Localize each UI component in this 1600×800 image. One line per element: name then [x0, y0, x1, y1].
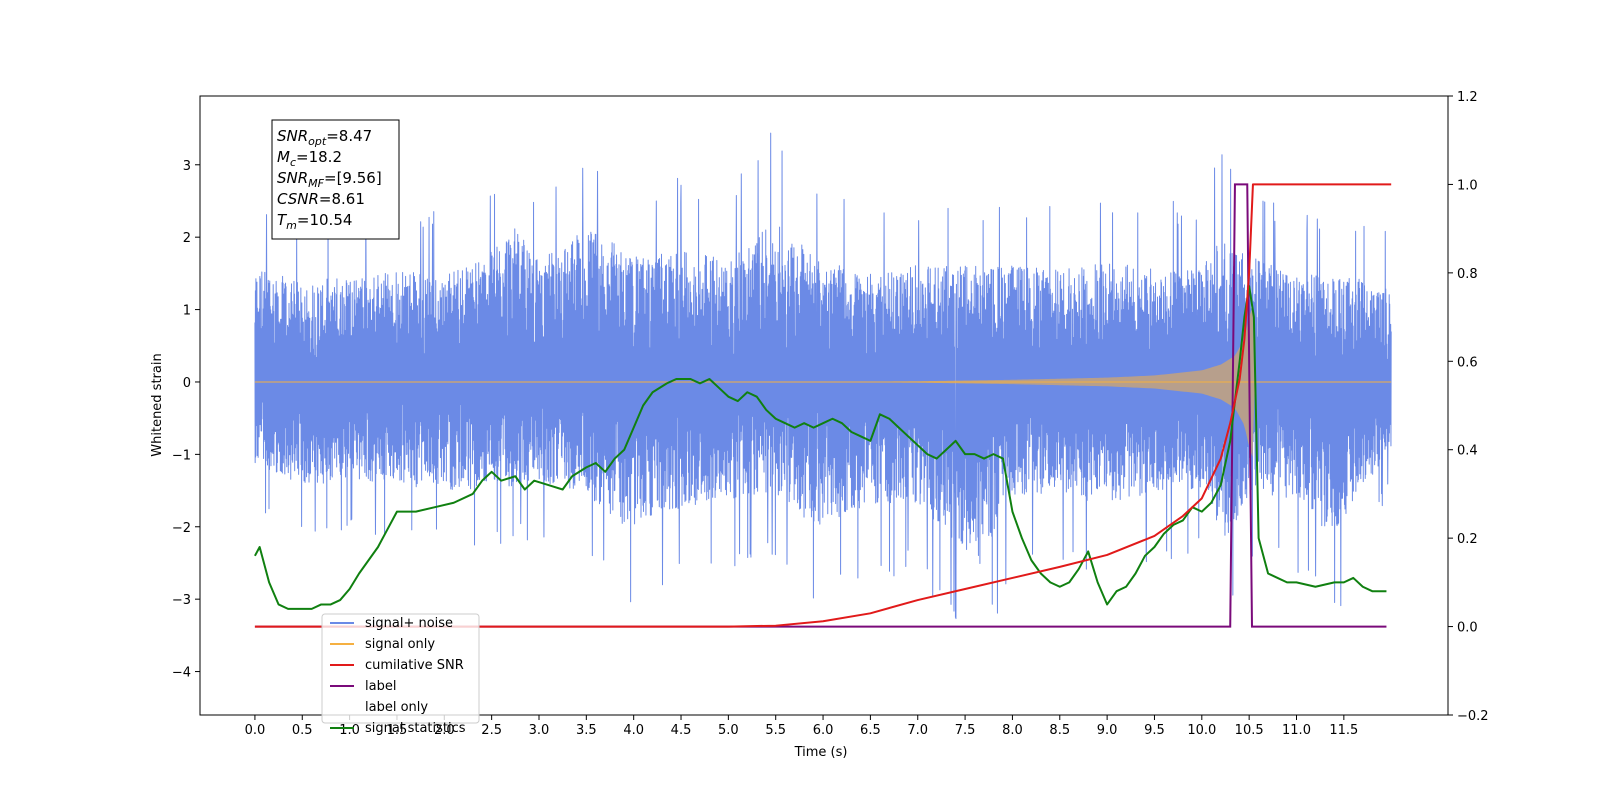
x-tick-label: 5.0	[718, 723, 739, 738]
x-tick-label: 0.0	[245, 723, 266, 738]
right-y-tick-label: 0.6	[1457, 355, 1478, 370]
x-tick-label: 7.0	[907, 723, 928, 738]
series-signal-statistics	[254, 285, 1387, 610]
annotation-line: SNRMF=[9.56]	[277, 169, 382, 190]
legend-label: cumilative SNR	[365, 658, 464, 673]
x-tick-label: 2.0	[434, 723, 455, 738]
annotation-value: =18.2	[296, 148, 342, 166]
right-y-tick-label: 0.0	[1457, 621, 1478, 636]
x-tick-label: 6.0	[813, 723, 834, 738]
legend-label: label	[365, 679, 396, 694]
annotation-subscript: c	[290, 156, 296, 169]
x-tick-label: 8.5	[1049, 723, 1070, 738]
left-y-tick-label: 3	[183, 159, 191, 174]
left-y-tick-label: −4	[172, 666, 191, 681]
right-y-tick-label: −0.2	[1457, 709, 1489, 724]
legend-label: signal only	[365, 637, 435, 652]
annotation-frame	[271, 119, 400, 240]
annotation-symbol: SNR	[277, 127, 308, 145]
stats-annotation-box: SNRopt=8.47Mc=18.2SNRMF=[9.56]CSNR=8.61T…	[271, 119, 400, 240]
left-y-tick-label: −2	[172, 521, 191, 536]
x-tick-label: 9.0	[1097, 723, 1118, 738]
annotation-value: =[9.56]	[324, 169, 382, 187]
plot-frame	[199, 95, 1449, 716]
x-tick-label: 4.0	[623, 723, 644, 738]
annotation-value: =8.47	[326, 127, 372, 145]
x-tick-label: 2.5	[481, 723, 502, 738]
right-y-tick-label: 1.2	[1457, 90, 1478, 105]
legend: signal+ noise signal only cumilative SNR la…	[321, 613, 480, 736]
x-tick-label: 11.5	[1329, 723, 1358, 738]
x-tick-label: 1.5	[387, 723, 408, 738]
annotation-symbol: SNR	[277, 169, 308, 187]
annotation-line: SNRopt=8.47	[277, 127, 372, 148]
legend-label: signal+ noise	[365, 616, 453, 631]
annotation-line: CSNR=8.61	[277, 190, 365, 208]
x-axis-label: Time (s)	[794, 745, 848, 760]
series-label	[254, 183, 1387, 628]
annotation-symbol: CSNR	[277, 190, 319, 208]
annotation-line: Tm=10.54	[277, 211, 352, 232]
right-y-axis-ticks: 1.2 1.0 0.8 0.6 0.4 0.2 0.0 −0.2	[1448, 90, 1489, 724]
x-tick-label: 6.5	[860, 723, 881, 738]
left-y-tick-label: −1	[172, 448, 191, 463]
x-tick-label: 10.5	[1235, 723, 1264, 738]
series-signal-plus-noise	[254, 132, 1392, 620]
annotation-symbol: T	[277, 211, 288, 229]
x-tick-label: 0.5	[292, 723, 313, 738]
x-tick-label: 10.0	[1187, 723, 1216, 738]
left-y-tick-label: 2	[183, 231, 191, 246]
x-tick-label: 3.5	[576, 723, 597, 738]
x-tick-label: 11.0	[1282, 723, 1311, 738]
x-tick-label: 4.5	[671, 723, 692, 738]
x-tick-label: 7.5	[955, 723, 976, 738]
left-y-tick-label: 1	[183, 304, 191, 319]
x-tick-label: 3.0	[529, 723, 550, 738]
left-y-tick-label: 0	[183, 376, 191, 391]
x-tick-label: 1.0	[339, 723, 360, 738]
right-y-tick-label: 0.8	[1457, 267, 1478, 282]
series-cumulative-snr	[254, 183, 1392, 628]
right-y-tick-label: 0.4	[1457, 444, 1478, 459]
x-tick-label: 5.5	[765, 723, 786, 738]
right-y-tick-label: 1.0	[1457, 178, 1478, 193]
annotation-subscript: m	[286, 219, 297, 232]
annotation-value: =8.61	[319, 190, 365, 208]
plot-area	[254, 132, 1392, 628]
legend-frame	[321, 613, 480, 724]
legend-label: label only	[365, 700, 428, 715]
annotation-symbol: M	[277, 148, 290, 166]
left-y-axis-ticks: 3 2 1 0 −1 −2 −3 −4	[172, 159, 200, 681]
legend-label: signal statistics	[365, 721, 466, 736]
left-y-tick-label: −3	[172, 593, 191, 608]
x-tick-label: 8.0	[1002, 723, 1023, 738]
annotation-subscript: MF	[308, 177, 324, 190]
right-y-tick-label: 0.2	[1457, 532, 1478, 547]
annotation-subscript: opt	[308, 135, 327, 148]
x-axis-ticks: 0.0 0.5 1.0 1.5 2.0 2.5 3.0 3.5 4.0 4.5 5.0 5.5 6.0 6…	[245, 715, 1358, 738]
left-y-axis-label: Whitened strain	[150, 353, 165, 456]
annotation-value: =10.54	[297, 211, 353, 229]
annotation-line: Mc=18.2	[277, 148, 342, 169]
x-tick-label: 9.5	[1144, 723, 1165, 738]
